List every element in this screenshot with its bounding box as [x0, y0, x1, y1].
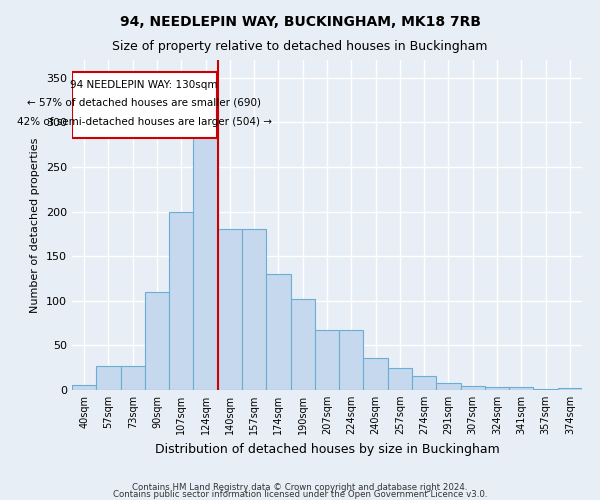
Y-axis label: Number of detached properties: Number of detached properties — [31, 138, 40, 312]
Text: 94 NEEDLEPIN WAY: 130sqm: 94 NEEDLEPIN WAY: 130sqm — [71, 80, 218, 90]
Bar — [169, 212, 193, 390]
Bar — [533, 389, 558, 390]
Text: Contains HM Land Registry data © Crown copyright and database right 2024.: Contains HM Land Registry data © Crown c… — [132, 484, 468, 492]
Bar — [72, 72, 217, 138]
Text: Size of property relative to detached houses in Buckingham: Size of property relative to detached ho… — [112, 40, 488, 53]
Bar — [558, 388, 582, 390]
Bar — [461, 386, 485, 390]
Bar — [485, 388, 509, 390]
Bar — [218, 230, 242, 390]
Bar — [339, 330, 364, 390]
Bar — [266, 274, 290, 390]
Text: Contains public sector information licensed under the Open Government Licence v3: Contains public sector information licen… — [113, 490, 487, 499]
Bar — [72, 384, 96, 390]
Text: ← 57% of detached houses are smaller (690): ← 57% of detached houses are smaller (69… — [27, 98, 261, 108]
Bar — [412, 376, 436, 390]
Bar — [96, 366, 121, 390]
Bar — [121, 366, 145, 390]
Bar — [509, 388, 533, 390]
Text: 42% of semi-detached houses are larger (504) →: 42% of semi-detached houses are larger (… — [17, 118, 272, 128]
Bar — [193, 127, 218, 390]
Bar — [290, 299, 315, 390]
Bar — [242, 230, 266, 390]
Bar — [145, 292, 169, 390]
X-axis label: Distribution of detached houses by size in Buckingham: Distribution of detached houses by size … — [155, 442, 499, 456]
Bar — [388, 368, 412, 390]
Text: 94, NEEDLEPIN WAY, BUCKINGHAM, MK18 7RB: 94, NEEDLEPIN WAY, BUCKINGHAM, MK18 7RB — [119, 15, 481, 29]
Bar — [436, 383, 461, 390]
Bar — [364, 358, 388, 390]
Bar — [315, 330, 339, 390]
